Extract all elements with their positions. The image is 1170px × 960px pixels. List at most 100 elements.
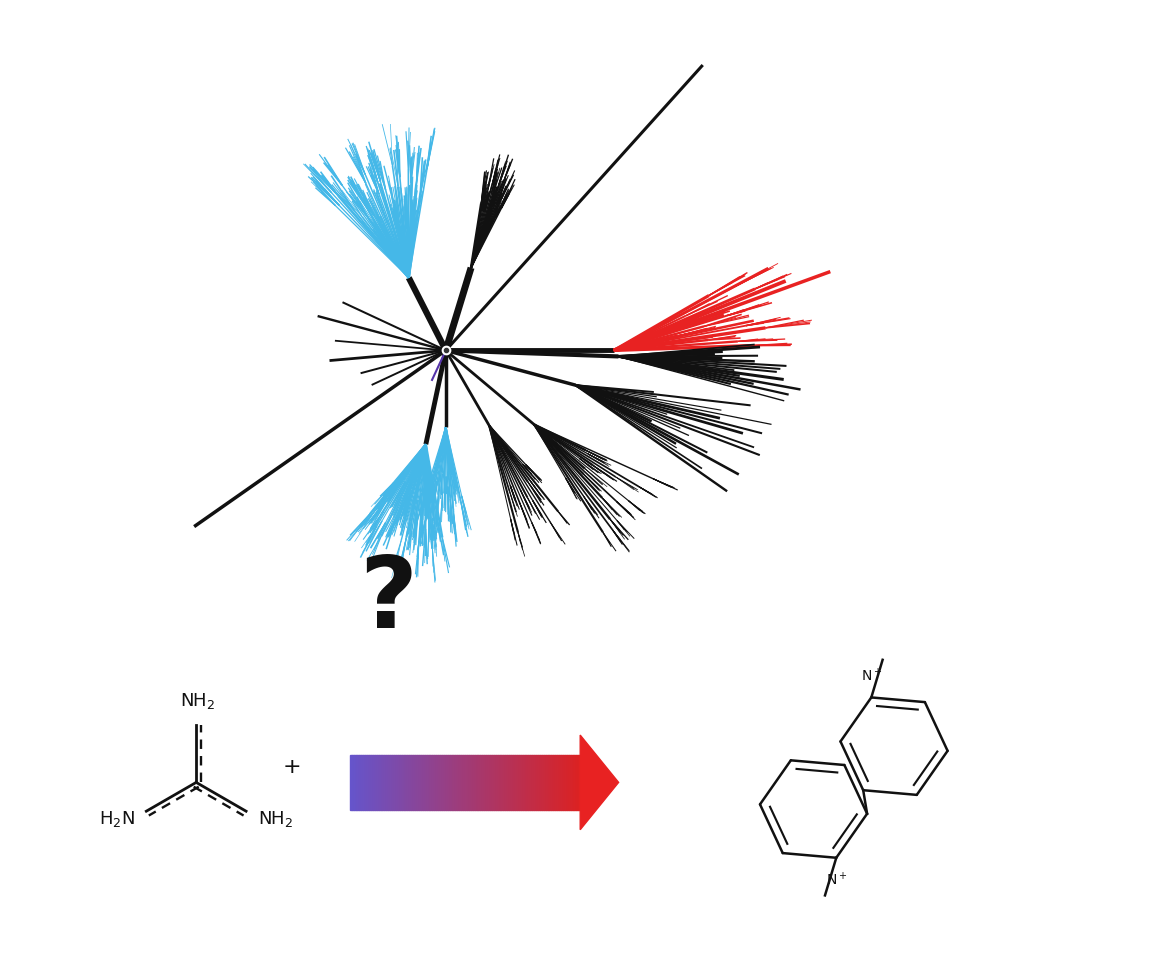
Bar <box>467 755 469 810</box>
Bar <box>500 755 502 810</box>
Bar <box>482 755 484 810</box>
Bar <box>371 755 373 810</box>
Bar <box>470 755 473 810</box>
Bar <box>390 755 392 810</box>
Bar <box>446 755 448 810</box>
Bar <box>433 755 434 810</box>
Bar <box>379 755 380 810</box>
Bar <box>410 755 411 810</box>
Bar <box>574 755 577 810</box>
Bar <box>353 755 356 810</box>
Bar <box>503 755 505 810</box>
Bar <box>494 755 496 810</box>
Text: ?: ? <box>359 551 418 649</box>
Bar <box>388 755 390 810</box>
Bar <box>385 755 386 810</box>
Bar <box>578 755 580 810</box>
Bar <box>352 755 353 810</box>
Bar <box>566 755 569 810</box>
Bar <box>421 755 422 810</box>
Bar <box>572 755 574 810</box>
Bar <box>365 755 367 810</box>
Bar <box>394 755 395 810</box>
Bar <box>532 755 535 810</box>
Bar <box>398 755 400 810</box>
Bar <box>400 755 401 810</box>
Bar <box>569 755 571 810</box>
Bar <box>509 755 511 810</box>
Bar <box>486 755 488 810</box>
Bar <box>440 755 442 810</box>
Bar <box>428 755 431 810</box>
Bar <box>497 755 500 810</box>
Bar <box>369 755 371 810</box>
Bar <box>475 755 476 810</box>
Bar <box>551 755 553 810</box>
Bar <box>452 755 454 810</box>
Bar <box>518 755 521 810</box>
Bar <box>536 755 538 810</box>
Bar <box>404 755 406 810</box>
Bar <box>539 755 542 810</box>
Bar <box>515 755 517 810</box>
Bar <box>431 755 433 810</box>
Bar <box>380 755 383 810</box>
Text: N$^+$: N$^+$ <box>826 872 847 889</box>
Bar <box>438 755 440 810</box>
Bar <box>524 755 526 810</box>
Bar <box>415 755 417 810</box>
Bar <box>538 755 539 810</box>
Bar <box>463 755 464 810</box>
Bar <box>443 755 446 810</box>
Bar <box>512 755 515 810</box>
Bar <box>395 755 398 810</box>
Bar <box>362 755 363 810</box>
Bar <box>455 755 457 810</box>
Bar <box>529 755 530 810</box>
Bar <box>521 755 523 810</box>
Bar <box>422 755 425 810</box>
Bar <box>530 755 532 810</box>
Bar <box>374 755 377 810</box>
Bar <box>454 755 455 810</box>
Bar <box>559 755 560 810</box>
Bar <box>502 755 503 810</box>
Bar <box>476 755 479 810</box>
Bar <box>359 755 362 810</box>
Bar <box>386 755 388 810</box>
Polygon shape <box>580 735 619 829</box>
Bar <box>548 755 550 810</box>
Bar <box>523 755 524 810</box>
Bar <box>490 755 491 810</box>
Bar <box>411 755 413 810</box>
Text: NH$_2$: NH$_2$ <box>180 691 215 711</box>
Bar <box>427 755 428 810</box>
Bar <box>406 755 407 810</box>
Bar <box>496 755 497 810</box>
Bar <box>571 755 572 810</box>
Bar <box>392 755 394 810</box>
Bar <box>436 755 438 810</box>
Bar <box>508 755 509 810</box>
Bar <box>417 755 419 810</box>
Bar <box>358 755 359 810</box>
Bar <box>413 755 415 810</box>
Bar <box>350 755 352 810</box>
Bar <box>419 755 421 810</box>
Text: NH$_2$: NH$_2$ <box>257 809 292 828</box>
Bar <box>367 755 369 810</box>
Bar <box>563 755 565 810</box>
Bar <box>356 755 358 810</box>
Bar <box>505 755 508 810</box>
Bar <box>491 755 494 810</box>
Bar <box>464 755 467 810</box>
Bar <box>401 755 404 810</box>
Bar <box>442 755 443 810</box>
Bar <box>544 755 545 810</box>
Bar <box>545 755 548 810</box>
Bar <box>556 755 557 810</box>
Bar <box>407 755 409 810</box>
Bar <box>517 755 518 810</box>
Bar <box>535 755 536 810</box>
Bar <box>488 755 490 810</box>
